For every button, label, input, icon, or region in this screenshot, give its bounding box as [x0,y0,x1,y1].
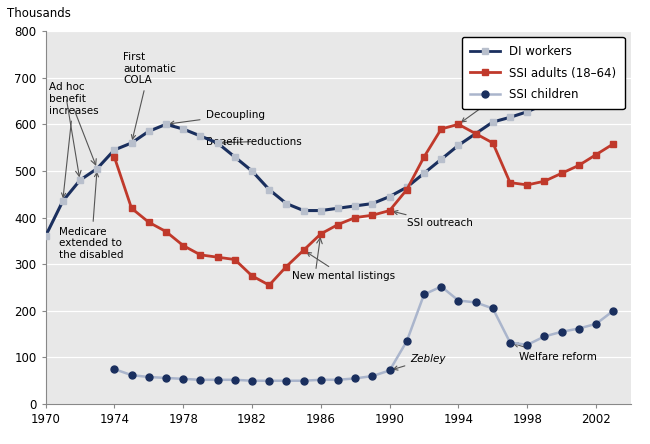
Text: Zebley: Zebley [393,354,446,370]
Text: Decoupling: Decoupling [170,110,265,125]
Text: Ad hoc
benefit
increases: Ad hoc benefit increases [49,83,99,197]
Text: Welfare reform: Welfare reform [514,343,597,362]
Text: Thousands: Thousands [8,7,72,20]
Text: New mental listings: New mental listings [292,252,395,281]
Legend: DI workers, SSI adults (18–64), SSI children: DI workers, SSI adults (18–64), SSI chil… [462,37,625,109]
Text: Benefit reductions: Benefit reductions [205,137,301,147]
Text: Medicare
extended to
the disabled: Medicare extended to the disabled [59,173,124,260]
Text: First
automatic
COLA: First automatic COLA [123,52,176,139]
Text: DA&A: DA&A [462,81,526,122]
Text: SSI outreach: SSI outreach [393,210,473,228]
